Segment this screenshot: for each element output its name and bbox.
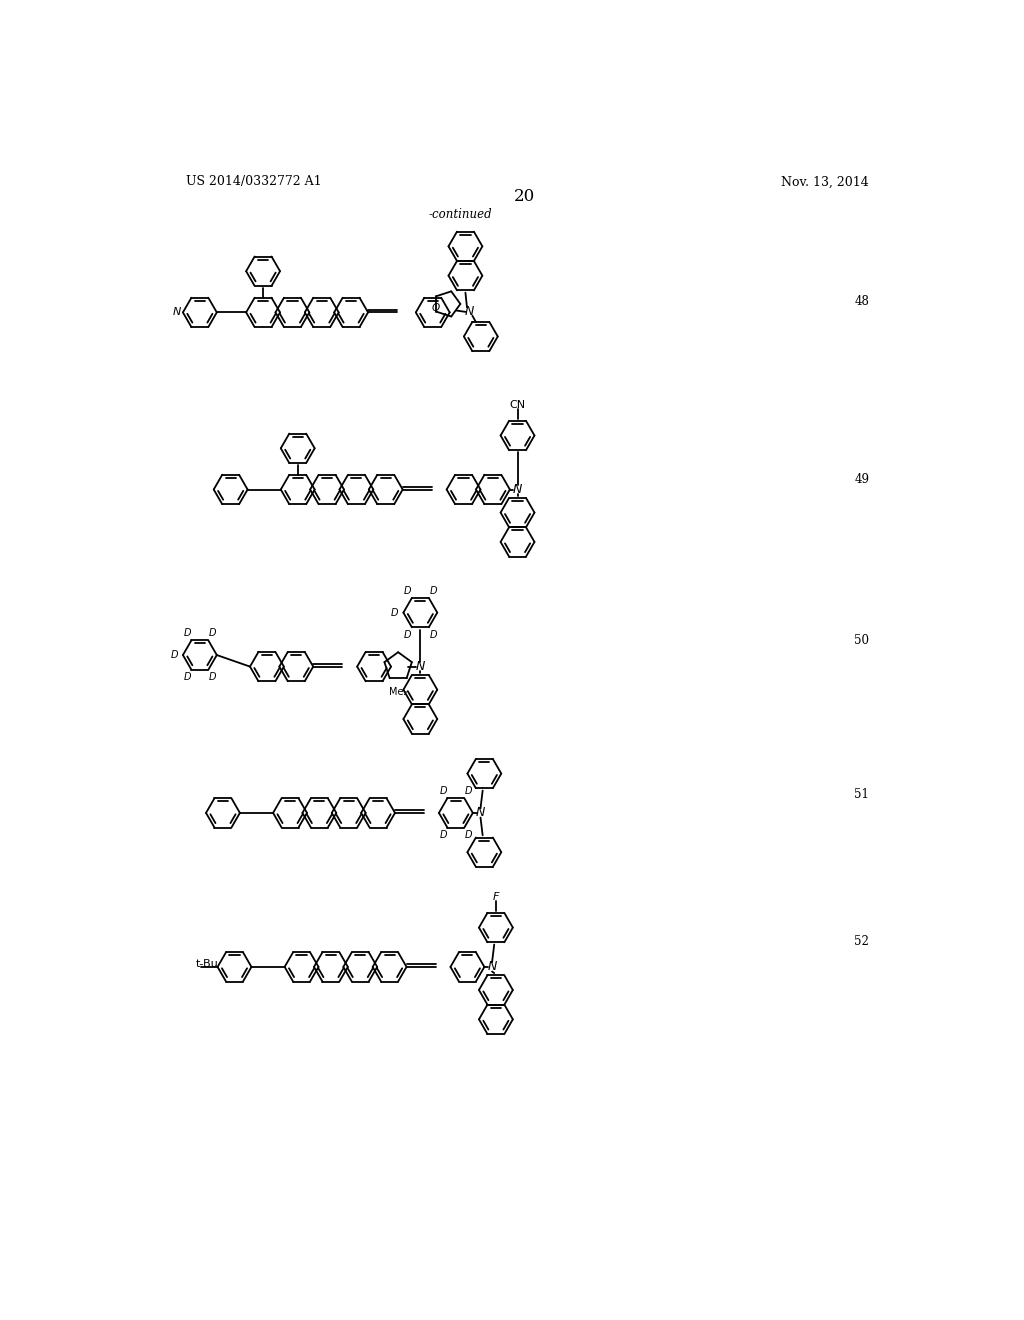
Text: 49: 49 — [854, 473, 869, 486]
Text: F: F — [493, 892, 499, 902]
Text: 51: 51 — [854, 788, 869, 801]
Text: 52: 52 — [854, 935, 869, 948]
Text: CN: CN — [510, 400, 525, 409]
Text: O: O — [431, 302, 439, 313]
Text: D: D — [465, 830, 472, 840]
Text: D: D — [465, 785, 472, 796]
Text: D: D — [439, 785, 446, 796]
Text: N: N — [476, 807, 485, 820]
Text: D: D — [209, 628, 216, 638]
Text: 48: 48 — [854, 296, 869, 309]
Text: D: D — [183, 672, 190, 682]
Text: D: D — [391, 607, 398, 618]
Text: N: N — [513, 483, 522, 496]
Text: US 2014/0332772 A1: US 2014/0332772 A1 — [186, 176, 322, 189]
Text: D: D — [183, 628, 190, 638]
Text: 20: 20 — [514, 187, 536, 205]
Text: Nov. 13, 2014: Nov. 13, 2014 — [781, 176, 869, 189]
Text: Me₂: Me₂ — [389, 688, 408, 697]
Text: N: N — [487, 961, 497, 973]
Text: D: D — [439, 830, 446, 840]
Text: D: D — [403, 586, 412, 595]
Text: N: N — [173, 308, 181, 317]
Text: D: D — [209, 672, 216, 682]
Text: D: D — [171, 649, 178, 660]
Text: D: D — [403, 630, 412, 640]
Text: N: N — [416, 660, 425, 673]
Text: N: N — [465, 305, 474, 318]
Text: -continued: -continued — [429, 209, 493, 222]
Text: D: D — [429, 630, 437, 640]
Text: t-Bu: t-Bu — [196, 958, 219, 969]
Text: 50: 50 — [854, 635, 869, 647]
Text: D: D — [429, 586, 437, 595]
